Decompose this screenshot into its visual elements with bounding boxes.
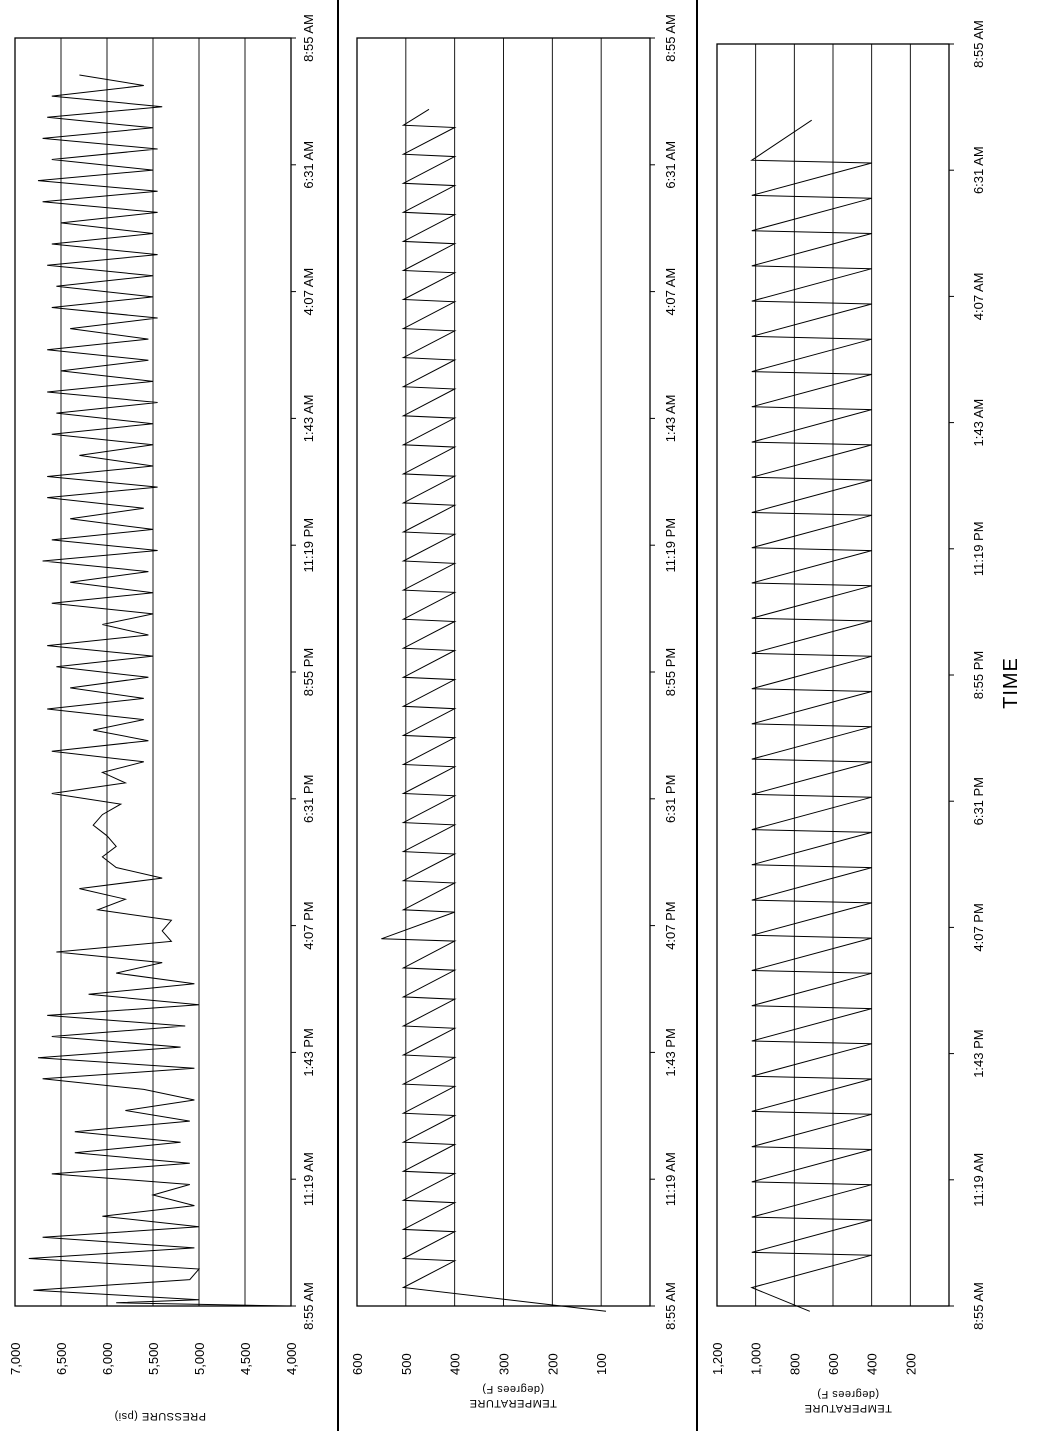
temperature-2-axis-title: TEMPERATURE xyxy=(804,1402,892,1414)
time-tick-label: 11:19 AM xyxy=(301,1152,316,1206)
value-tick-label: 1,200 xyxy=(710,1342,725,1375)
time-tick-label: 1:43 AM xyxy=(971,399,986,447)
pressure-axis-title: PRESSURE (psi) xyxy=(114,1410,206,1422)
time-tick-label: 11:19 AM xyxy=(663,1152,678,1206)
time-tick-label: 8:55 AM xyxy=(663,1282,678,1330)
time-tick-label: 4:07 AM xyxy=(663,268,678,316)
temperature-1-time-axis: 8:55 AM 11:19 AM 1:43 PM 4:07 PM 6:31 PM 8:55… xyxy=(663,14,678,1330)
value-tick-label: 500 xyxy=(399,1353,414,1375)
series-line xyxy=(381,108,607,1312)
value-tick-label: 7,000 xyxy=(8,1342,23,1375)
time-tick-label: 6:31 AM xyxy=(301,141,316,189)
time-tick-label: 4:07 PM xyxy=(663,901,678,949)
value-tick-label: 400 xyxy=(865,1353,880,1375)
value-tick-label: 6,000 xyxy=(100,1342,115,1375)
time-axis-title: TIME xyxy=(1000,657,1022,709)
time-tick-label: 1:43 PM xyxy=(301,1028,316,1076)
time-tick-label: 11:19 PM xyxy=(301,518,316,573)
time-tick-label: 8:55 AM xyxy=(663,14,678,62)
value-tick-label: 600 xyxy=(350,1353,365,1375)
time-tick-label: 6:31 PM xyxy=(971,777,986,825)
time-tick-label: 8:55 AM xyxy=(971,20,986,68)
value-tick-label: 200 xyxy=(545,1353,560,1375)
value-tick-label: 1,000 xyxy=(749,1342,764,1375)
pressure-value-axis: 7,000 6,500 6,000 5,500 5,000 4,500 4,000 xyxy=(8,1342,299,1375)
temperature-1-axis-units: (degrees F) xyxy=(482,1383,544,1395)
time-tick-label: 6:31 PM xyxy=(301,775,316,823)
time-tick-label: 8:55 AM xyxy=(971,1282,986,1330)
temperature-2-series xyxy=(750,119,872,1312)
temperature-2-value-axis: 1,200 1,000 800 600 400 200 xyxy=(710,1342,918,1375)
time-tick-label: 8:55 AM xyxy=(301,1282,316,1330)
time-tick-label: 4:07 AM xyxy=(301,268,316,316)
temperature-1-series xyxy=(381,108,607,1312)
pressure-series xyxy=(28,74,287,1307)
value-tick-label: 400 xyxy=(448,1353,463,1375)
time-tick-label: 8:55 PM xyxy=(971,651,986,699)
value-tick-label: 6,500 xyxy=(54,1342,69,1375)
temperature-2-time-axis: 8:55 AM 11:19 AM 1:43 PM 4:07 PM 6:31 PM 8:55… xyxy=(971,20,986,1330)
temperature-1-gridlines xyxy=(405,38,602,1306)
time-tick-label: 1:43 PM xyxy=(971,1029,986,1077)
value-tick-label: 800 xyxy=(787,1353,802,1375)
value-tick-label: 600 xyxy=(826,1353,841,1375)
temperature-1-value-axis: 600 500 400 300 200 100 xyxy=(350,1353,609,1375)
time-tick-label: 6:31 AM xyxy=(663,141,678,189)
time-tick-label: 4:07 PM xyxy=(971,903,986,951)
temperature-1-axis-title: TEMPERATURE xyxy=(469,1397,557,1409)
pressure-chart: 8:55 AM 11:19 AM 1:43 PM 4:07 PM 6:31 PM 8:55… xyxy=(8,14,316,1422)
temperature-2-gridlines xyxy=(755,44,911,1306)
time-tick-label: 4:07 AM xyxy=(971,273,986,321)
time-tick-label: 1:43 PM xyxy=(663,1028,678,1076)
time-tick-label: 1:43 AM xyxy=(663,395,678,443)
temperature-2-tick-marks xyxy=(949,43,954,1307)
time-tick-label: 6:31 AM xyxy=(971,146,986,194)
value-tick-label: 300 xyxy=(497,1353,512,1375)
series-line xyxy=(750,119,872,1312)
time-tick-label: 11:19 AM xyxy=(971,1153,986,1207)
value-tick-label: 200 xyxy=(903,1353,918,1375)
time-tick-label: 11:19 PM xyxy=(971,521,986,576)
temperature-1-tick-marks xyxy=(650,37,655,1307)
pressure-time-axis: 8:55 AM 11:19 AM 1:43 PM 4:07 PM 6:31 PM 8:55… xyxy=(301,14,316,1330)
series-line xyxy=(28,74,287,1307)
time-tick-label: 8:55 PM xyxy=(663,648,678,696)
value-tick-label: 5,500 xyxy=(146,1342,161,1375)
value-tick-label: 4,500 xyxy=(238,1342,253,1375)
time-tick-label: 8:55 PM xyxy=(301,648,316,696)
time-tick-label: 1:43 AM xyxy=(301,395,316,443)
pressure-gridlines xyxy=(60,38,246,1306)
time-tick-label: 8:55 AM xyxy=(301,14,316,62)
time-tick-label: 11:19 PM xyxy=(663,518,678,573)
temperature-2-axis-units: (degrees F) xyxy=(817,1388,879,1400)
time-tick-label: 6:31 PM xyxy=(663,775,678,823)
time-tick-label: 4:07 PM xyxy=(301,901,316,949)
temperature-chart-1: 8:55 AM 11:19 AM 1:43 PM 4:07 PM 6:31 PM 8:55… xyxy=(350,14,678,1409)
value-tick-label: 4,000 xyxy=(284,1342,299,1375)
value-tick-label: 5,000 xyxy=(192,1342,207,1375)
pressure-tick-marks xyxy=(291,37,296,1307)
value-tick-label: 100 xyxy=(594,1353,609,1375)
temperature-chart-2: 8:55 AM 11:19 AM 1:43 PM 4:07 PM 6:31 PM 8:55… xyxy=(710,20,986,1414)
